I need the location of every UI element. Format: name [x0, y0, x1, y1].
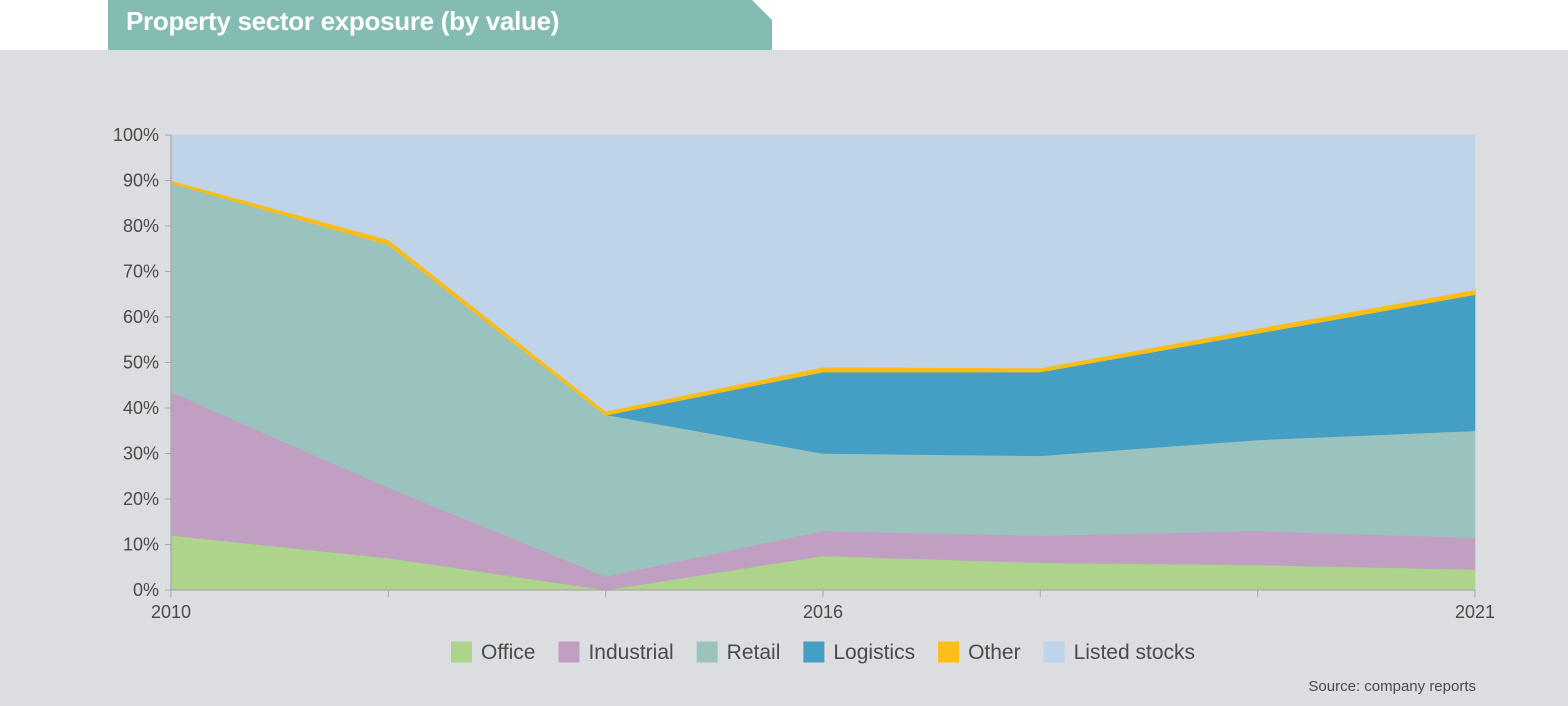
y-tick-label: 60%	[123, 307, 159, 327]
y-tick-label: 70%	[123, 262, 159, 282]
legend-label-retail: Retail	[727, 641, 781, 664]
legend-swatch-listed-stocks	[1043, 641, 1065, 663]
y-tick-label: 0%	[133, 580, 159, 600]
x-tick-label: 2010	[151, 602, 191, 622]
y-tick-label: 100%	[113, 125, 159, 145]
legend-label-other: Other	[968, 641, 1021, 664]
legend-swatch-retail	[696, 641, 718, 663]
chart-title: Property sector exposure (by value)	[126, 6, 560, 36]
y-tick-label: 20%	[123, 489, 159, 509]
y-tick-label: 80%	[123, 216, 159, 236]
y-tick-label: 40%	[123, 398, 159, 418]
legend-swatch-other	[938, 641, 960, 663]
y-tick-label: 50%	[123, 353, 159, 373]
axes-group: 0% 10% 20% 30% 40% 50% 60% 70% 80% 90% 100% 2010 201…	[113, 125, 1495, 622]
x-tick-label: 2016	[803, 602, 843, 622]
legend-swatch-industrial	[558, 641, 580, 663]
legend-swatch-office	[450, 641, 472, 663]
y-tick-label: 30%	[123, 444, 159, 464]
legend-label-office: Office	[481, 641, 535, 664]
legend: Office Industrial Retail Logistics Other List…	[450, 641, 1195, 664]
legend-swatch-logistics	[803, 641, 825, 663]
title-banner: Property sector exposure (by value)	[108, 0, 772, 50]
area-listed-stocks	[170, 134, 1476, 412]
legend-label-logistics: Logistics	[833, 641, 915, 664]
area-series-group	[170, 134, 1476, 591]
y-tick-label: 10%	[123, 535, 159, 555]
y-tick-label: 90%	[123, 171, 159, 191]
x-tick-label: 2021	[1455, 602, 1495, 622]
source-note: Source: company reports	[1308, 678, 1476, 695]
legend-label-listed-stocks: Listed stocks	[1074, 641, 1195, 664]
legend-label-industrial: Industrial	[588, 641, 673, 664]
